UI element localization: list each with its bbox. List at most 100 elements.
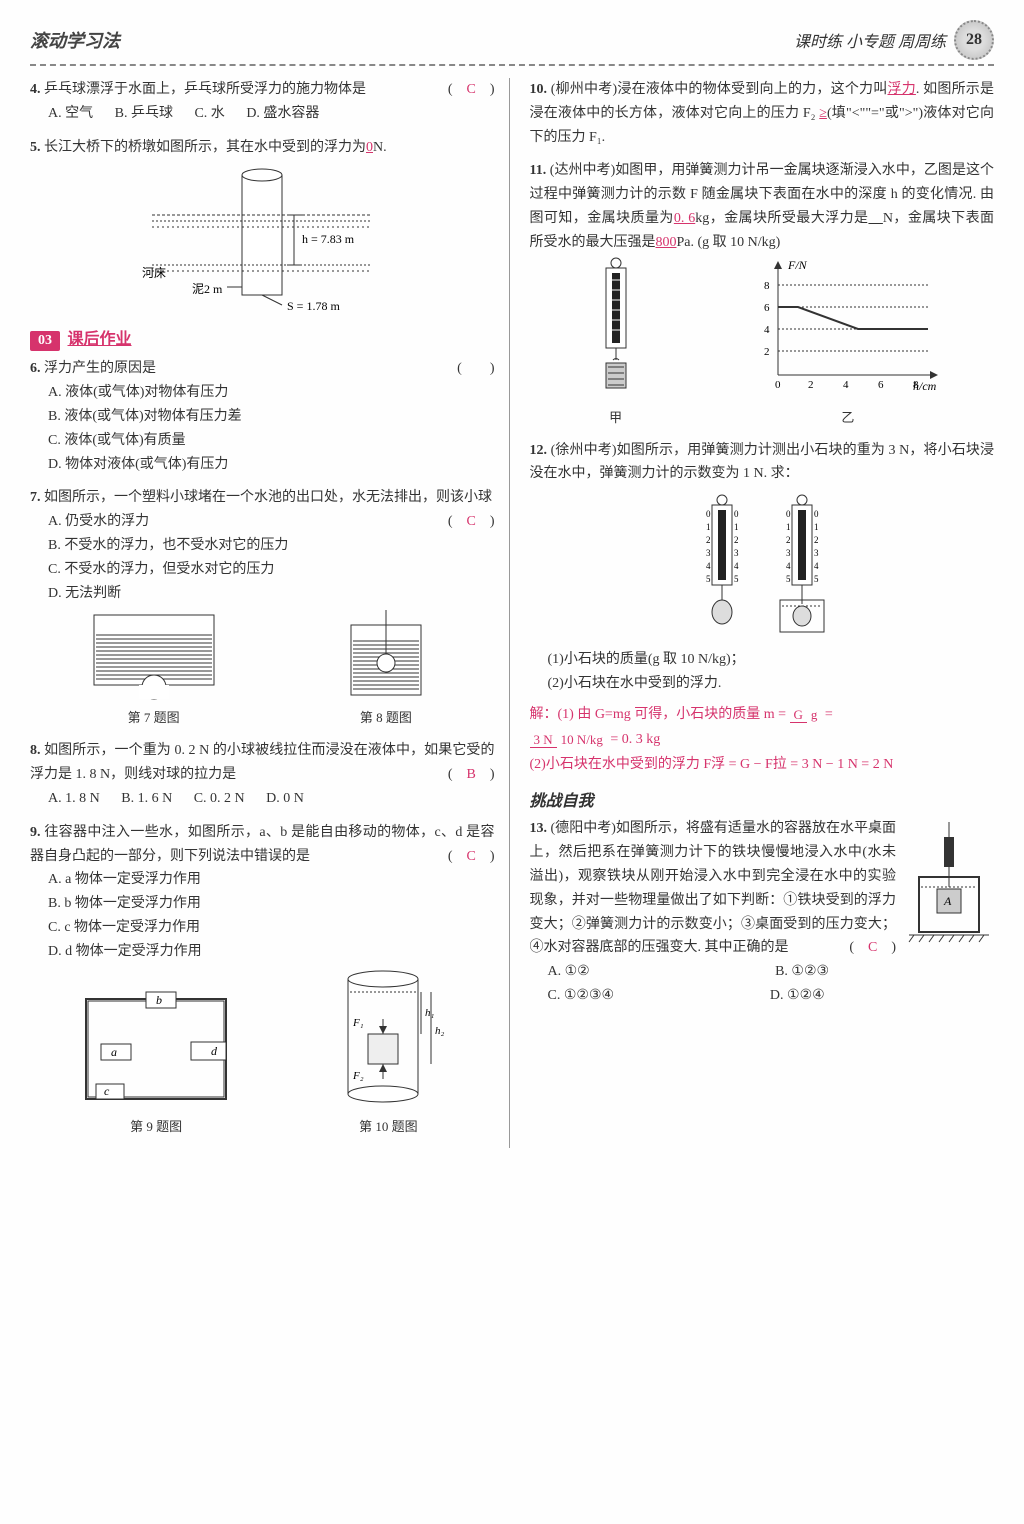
question-6: 6. 浮力产生的原因是 ( ) A. 液体(或气体)对物体有压力 B. 液体(或…: [30, 357, 495, 476]
q9-opt-c: C. c 物体一定受浮力作用: [48, 916, 495, 940]
q12-sol-res1: = 0. 3 kg: [610, 732, 660, 747]
svg-text:5: 5: [786, 574, 791, 584]
svg-text:1: 1: [786, 522, 791, 532]
q11-ans3: 800: [656, 235, 677, 250]
q11-mid1: kg，金属块所受最大浮力是: [695, 211, 868, 226]
q7-answer-paren: ( C ): [448, 510, 495, 534]
svg-text:4: 4: [814, 561, 819, 571]
svg-text:F/N: F/N: [787, 258, 808, 272]
q12-sol-l2: (2)小石块在水中受到的浮力 F浮 = G − F拉 = 3 N − 1 N =…: [530, 752, 995, 777]
section-03-tag: 03: [30, 331, 60, 351]
q4-num: 4.: [30, 82, 41, 97]
q13-num: 13.: [530, 821, 548, 836]
svg-text:8: 8: [913, 379, 919, 391]
q13-opt-b: B. ①②③: [775, 960, 976, 984]
q9-answer-paren: ( C ): [448, 845, 495, 869]
svg-text:3: 3: [814, 548, 819, 558]
q5-unit: N.: [373, 140, 387, 155]
q11-jia-label: 甲: [576, 407, 656, 429]
q12-text: (徐州中考)如图所示，用弹簧测力计测出小石块的重为 3 N，将小石块浸没在水中，…: [530, 443, 995, 482]
question-9: 9. 往容器中注入一些水，如图所示，a、b 是能自由移动的物体，c、d 是容器自…: [30, 821, 495, 1138]
q4-opt-c: C. 水: [194, 102, 224, 126]
svg-text:0: 0: [775, 379, 781, 391]
svg-text:0: 0: [706, 509, 711, 519]
q13-opt-a: A. ①②: [548, 960, 749, 984]
svg-text:4: 4: [843, 379, 849, 391]
svg-text:1: 1: [706, 522, 711, 532]
svg-text:S = 1.78 m: S = 1.78 m: [287, 299, 340, 313]
q4-opt-d: D. 盛水容器: [246, 102, 319, 126]
q9-opt-a: A. a 物体一定受浮力作用: [48, 868, 495, 892]
svg-text:0: 0: [734, 509, 739, 519]
q7-text: 如图所示，一个塑料小球堵在一个水池的出口处，水无法排出，则该小球: [44, 490, 492, 505]
svg-text:3: 3: [706, 548, 711, 558]
svg-text:2: 2: [814, 535, 819, 545]
q5-figure: h = 7.83 m 河床 泥2 m S = 1.78 m: [30, 165, 495, 315]
page-number-badge: 28: [954, 20, 994, 60]
q7-num: 7.: [30, 490, 41, 505]
q8-opt-d: D. 0 N: [266, 787, 304, 811]
q6-opt-a: A. 液体(或气体)对物体有压力: [48, 381, 495, 405]
q10-caption: 第 10 题图: [323, 1116, 453, 1138]
q10-ans1: 浮力: [887, 82, 915, 97]
q5-num: 5.: [30, 140, 41, 155]
svg-text:泥2 m: 泥2 m: [192, 282, 223, 296]
q4-answer-paren: ( C ): [448, 78, 495, 102]
q11-ans1: 0. 6: [674, 211, 695, 226]
svg-text:5: 5: [706, 574, 711, 584]
q8-num: 8.: [30, 743, 41, 758]
q12-num: 12.: [530, 443, 548, 458]
q8-text: 如图所示，一个重为 0. 2 N 的小球被线拉住而浸没在液体中，如果它受的浮力是…: [30, 743, 495, 782]
q13-figure: A: [904, 817, 994, 947]
q13-answer-paren: ( C ): [849, 936, 896, 960]
svg-text:8: 8: [764, 280, 770, 292]
svg-text:h = 7.83 m: h = 7.83 m: [302, 232, 355, 246]
svg-text:0: 0: [814, 509, 819, 519]
q4-opt-b: B. 乒乓球: [115, 102, 173, 126]
q9-options: A. a 物体一定受浮力作用 B. b 物体一定受浮力作用 C. c 物体一定受…: [30, 868, 495, 963]
q9-figure: b a d c: [71, 984, 241, 1114]
q13-options: A. ①② B. ①②③ C. ①②③④ D. ①②④: [530, 960, 995, 1008]
svg-text:a: a: [111, 1045, 117, 1059]
q9-q10-figures: b a d c 第 9 题图: [30, 964, 495, 1138]
svg-text:5: 5: [814, 574, 819, 584]
q11-num: 11.: [530, 163, 547, 178]
question-8: 8. 如图所示，一个重为 0. 2 N 的小球被线拉住而浸没在液体中，如果它受的…: [30, 739, 495, 810]
q9-answer: C: [466, 849, 475, 864]
two-spring-scales: 00 11 22 33 44 55 00 11 22: [662, 492, 862, 642]
q6-opt-d: D. 物体对液体(或气体)有压力: [48, 453, 495, 477]
q12-sub2: (2)小石块在水中受到的浮力.: [530, 672, 995, 696]
q12-solution: 解：(1) 由 G=mg 可得，小石块的质量 m = Gg = 3 N10 N/…: [530, 702, 995, 778]
svg-text:h₂: h₂: [435, 1025, 445, 1037]
q11-figures: 甲 F/N h/cm 2 4 6: [530, 255, 995, 429]
svg-text:4: 4: [786, 561, 791, 571]
svg-text:d: d: [211, 1044, 218, 1058]
q12-frac1-num: G: [790, 707, 807, 723]
svg-text:1: 1: [814, 522, 819, 532]
spring-scale-jia: [576, 255, 656, 405]
svg-text:2: 2: [764, 346, 770, 358]
svg-text:4: 4: [764, 324, 770, 336]
svg-text:4: 4: [734, 561, 739, 571]
q13-answer: C: [868, 940, 877, 955]
q5-answer: 0: [366, 140, 373, 155]
q7-options: A. 仍受水的浮力 B. 不受水的浮力，也不受水对它的压力 C. 不受水的浮力，…: [30, 510, 495, 605]
q10-pre: (柳州中考)浸在液体中的物体受到向上的力，这个力叫: [551, 82, 888, 97]
svg-text:2: 2: [808, 379, 814, 391]
svg-text:3: 3: [734, 548, 739, 558]
q7-answer: C: [466, 514, 475, 529]
q13-opt-d: D. ①②④: [770, 984, 971, 1008]
q12-sol-l1: 解：(1) 由 G=mg 可得，小石块的质量 m =: [530, 707, 790, 722]
q9-opt-d: D. d 物体一定受浮力作用: [48, 940, 495, 964]
q12-frac2-den: 10 N/kg: [557, 732, 607, 747]
section-03-header: 03 课后作业: [30, 325, 495, 351]
q8-opt-a: A. 1. 8 N: [48, 787, 100, 811]
q12-frac2-num: 3 N: [530, 732, 557, 748]
q11-yi-label: 乙: [748, 407, 948, 429]
section-03-title: 课后作业: [68, 331, 132, 348]
q9-num: 9.: [30, 825, 41, 840]
right-column: 10. (柳州中考)浸在液体中的物体受到向上的力，这个力叫浮力. 如图所示是浸在…: [530, 78, 995, 1148]
challenge-header: 挑战自我: [530, 787, 995, 811]
header-right: 课时练 小专题 周周练 28: [794, 20, 994, 60]
svg-text:F₁: F₁: [352, 1017, 364, 1029]
